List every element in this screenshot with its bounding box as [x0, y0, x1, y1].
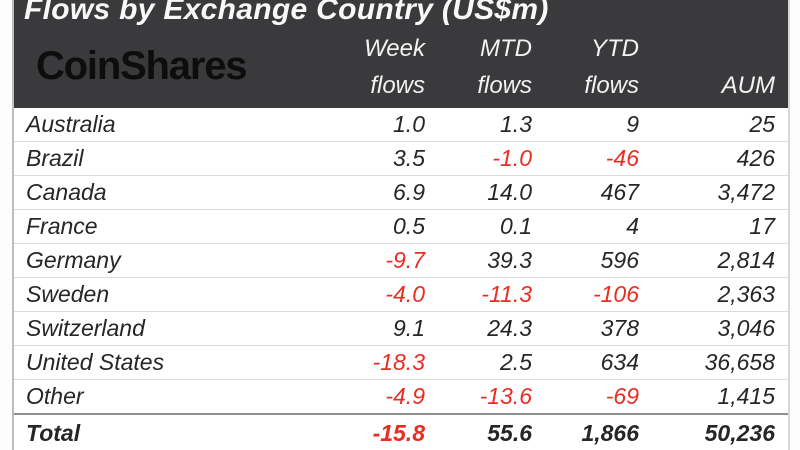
table-row-brazil: Brazil 3.5 -1.0 -46 426: [14, 142, 788, 176]
table-body: Australia 1.0 1.3 9 25 Brazil 3.5 -1.0 -…: [14, 108, 788, 450]
aum-value: 2,363: [717, 281, 775, 307]
ytd-flows-value: 467: [600, 179, 639, 205]
table-row-united-states: United States -18.3 2.5 634 36,658: [14, 346, 788, 380]
mtd-flows-value: -13.6: [479, 383, 532, 409]
aum-value: 36,658: [704, 349, 775, 375]
aum-value: 3,472: [717, 179, 775, 205]
column-header-line2: flows: [584, 72, 639, 99]
table-row-germany: Germany -9.7 39.3 596 2,814: [14, 244, 788, 278]
ytd-flows-value: 596: [600, 247, 639, 273]
country-label: France: [26, 213, 98, 239]
aum-value: 25: [749, 111, 775, 137]
mtd-flows-value: 14.0: [487, 179, 532, 205]
table-row-australia: Australia 1.0 1.3 9 25: [14, 108, 788, 142]
mtd-flows-value: -11.3: [481, 281, 532, 307]
week-flows-value: -4.9: [385, 383, 425, 409]
country-label: Sweden: [26, 281, 110, 307]
mtd-flows-value: 24.3: [487, 315, 532, 341]
country-label: Brazil: [26, 145, 84, 171]
column-header-week-flows: Week flows: [364, 30, 425, 104]
aum-value: 1,415: [717, 383, 775, 409]
column-header-ytd-flows: YTD flows: [584, 30, 639, 104]
ytd-flows-value: -69: [605, 383, 639, 409]
column-header-line1: YTD: [591, 35, 639, 62]
column-header-mtd-flows: MTD flows: [477, 30, 532, 104]
mtd-flows-value: 1.3: [500, 111, 532, 137]
total-aum-value: 50,236: [704, 419, 775, 446]
coinshares-logo: CoinShares: [36, 44, 247, 88]
week-flows-value: 6.9: [393, 179, 425, 205]
aum-value: 2,814: [717, 247, 775, 273]
column-header-line2: flows: [370, 72, 425, 99]
table-row-canada: Canada 6.9 14.0 467 3,472: [14, 176, 788, 210]
flows-table-card: Flows by Exchange Country (US$m) CoinSha…: [12, 0, 790, 450]
table-row-other: Other -4.9 -13.6 -69 1,415: [14, 380, 788, 414]
column-header-line1: Week: [364, 35, 425, 62]
week-flows-value: 9.1: [393, 315, 425, 341]
table-row-sweden: Sweden -4.0 -11.3 -106 2,363: [14, 278, 788, 312]
aum-value: 17: [749, 213, 775, 239]
country-label: Canada: [26, 179, 107, 205]
table-row-total: Total -15.8 55.6 1,866 50,236: [14, 413, 788, 450]
total-label: Total: [26, 419, 81, 446]
week-flows-value: 1.0: [393, 111, 425, 137]
week-flows-value: 3.5: [393, 145, 425, 171]
table-row-switzerland: Switzerland 9.1 24.3 378 3,046: [14, 312, 788, 346]
mtd-flows-value: 2.5: [500, 349, 532, 375]
ytd-flows-value: -46: [605, 145, 639, 171]
column-header-line1: MTD: [480, 35, 532, 62]
total-mtd-flows-value: 55.6: [487, 419, 532, 446]
table-header: Flows by Exchange Country (US$m) CoinSha…: [14, 0, 788, 108]
mtd-flows-value: 0.1: [500, 213, 532, 239]
mtd-flows-value: 39.3: [487, 247, 532, 273]
week-flows-value: -18.3: [372, 349, 425, 375]
week-flows-value: -9.7: [385, 247, 425, 273]
aum-value: 426: [736, 145, 775, 171]
country-label: Other: [26, 383, 84, 409]
country-label: Germany: [26, 247, 121, 273]
mtd-flows-value: -1.0: [492, 145, 532, 171]
country-label: Switzerland: [26, 315, 145, 341]
ytd-flows-value: 378: [600, 315, 639, 341]
country-label: United States: [26, 349, 165, 375]
ytd-flows-value: -106: [592, 281, 639, 307]
week-flows-value: -4.0: [385, 281, 425, 307]
column-header-line2: flows: [477, 72, 532, 99]
total-ytd-flows-value: 1,866: [581, 419, 639, 446]
ytd-flows-value: 634: [600, 349, 639, 375]
column-header-line2: AUM: [721, 72, 775, 99]
aum-value: 3,046: [717, 315, 775, 341]
ytd-flows-value: 9: [626, 111, 639, 137]
country-label: Australia: [26, 111, 116, 137]
ytd-flows-value: 4: [626, 213, 639, 239]
table-row-france: France 0.5 0.1 4 17: [14, 210, 788, 244]
column-header-aum: AUM: [722, 67, 775, 104]
total-week-flows-value: -15.8: [372, 419, 425, 446]
week-flows-value: 0.5: [393, 213, 425, 239]
page-title: Flows by Exchange Country (US$m): [24, 0, 549, 26]
